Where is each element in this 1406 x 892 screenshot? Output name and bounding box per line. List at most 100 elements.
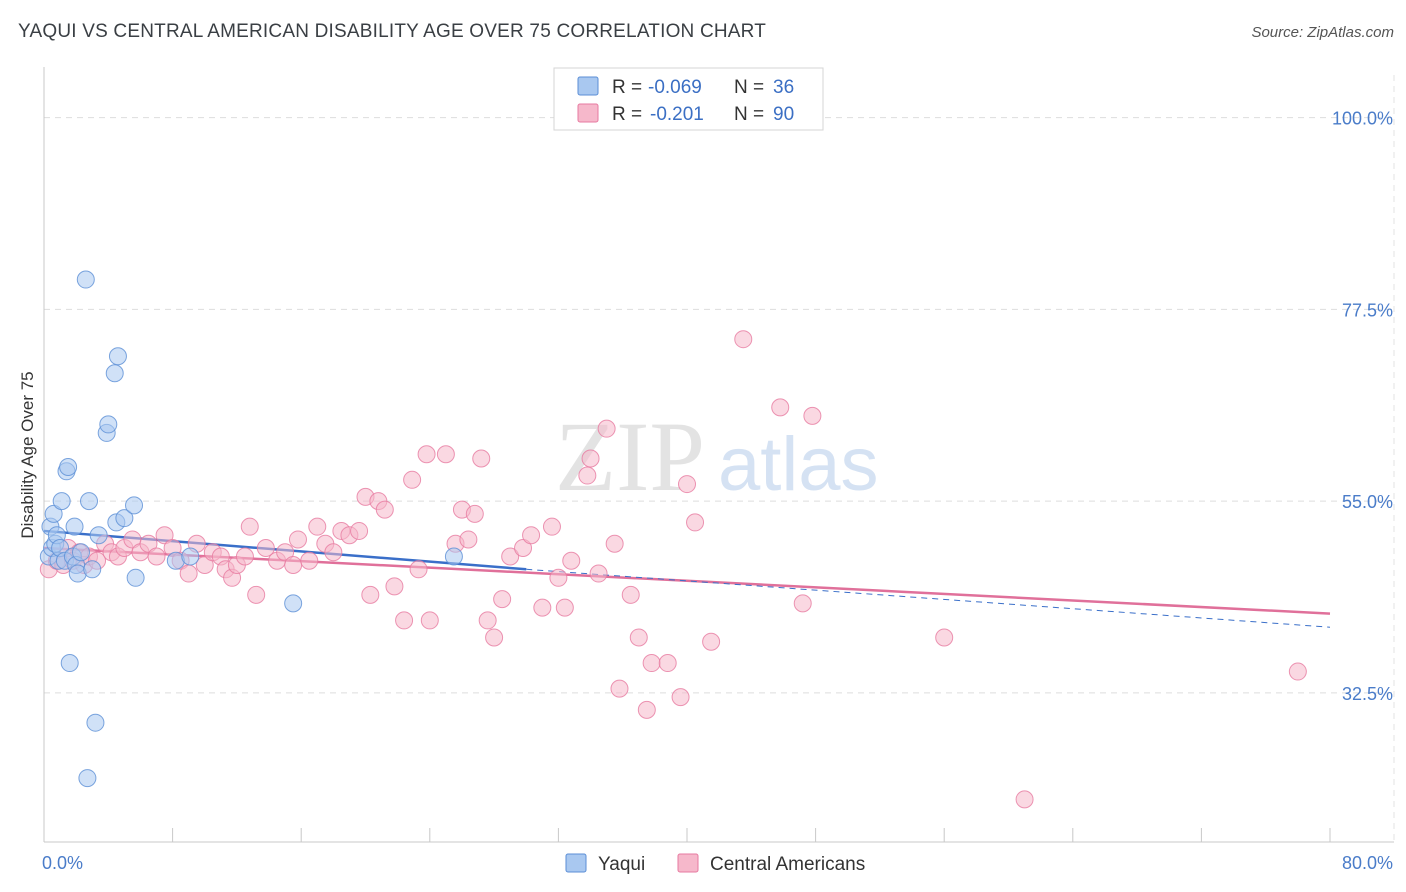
legend-r-label-yaqui: R =: [612, 77, 642, 98]
central-point: [493, 590, 512, 609]
central-point: [597, 419, 616, 438]
central-point: [671, 688, 690, 707]
central-point: [465, 504, 484, 523]
central-point: [549, 568, 568, 587]
yaqui-point: [80, 492, 99, 511]
central-point: [235, 547, 254, 566]
legend-r-value-yaqui: -0.069: [648, 77, 702, 98]
yaqui-point: [44, 504, 63, 523]
central-point: [256, 538, 275, 557]
central-point: [395, 611, 414, 630]
central-point: [562, 551, 581, 570]
central-point: [240, 517, 259, 536]
yaqui-point: [89, 526, 108, 545]
central-point: [621, 585, 640, 604]
central-point: [385, 577, 404, 596]
axes: [43, 67, 1395, 843]
central-point: [478, 611, 497, 630]
central-point: [284, 556, 303, 575]
central-point: [417, 445, 436, 464]
central-point: [522, 526, 541, 545]
trend-line-central: [43, 546, 1331, 615]
yaqui-point: [52, 492, 71, 511]
central-point: [409, 560, 428, 579]
legend-box: [553, 67, 824, 131]
central-point: [276, 543, 295, 562]
central-point: [472, 449, 491, 468]
central-point: [637, 700, 656, 719]
central-point: [514, 538, 533, 557]
data-points: [39, 270, 1307, 809]
yaqui-point: [126, 568, 145, 587]
central-point: [247, 585, 266, 604]
central-point: [436, 445, 455, 464]
legend-swatch-yaqui: [577, 76, 599, 96]
yaqui-point: [108, 347, 127, 366]
watermark: ZIP atlas: [555, 401, 879, 512]
central-point: [195, 556, 214, 575]
central-point: [403, 470, 422, 489]
yaqui-point: [60, 654, 79, 673]
yaqui-point: [125, 496, 144, 515]
central-point: [147, 547, 166, 566]
watermark-atlas: atlas: [718, 422, 879, 507]
source-credit: Source: ZipAtlas.com: [1251, 24, 1394, 41]
y-tick-label: 100.0%: [1332, 109, 1393, 129]
watermark-zip: ZIP: [555, 401, 705, 512]
central-point: [605, 534, 624, 553]
yaqui-point: [71, 543, 90, 562]
central-point: [578, 466, 597, 485]
tick-labels: 32.5% 55.0% 77.5% 100.0% 0.0% 80.0%: [42, 109, 1393, 873]
yaqui-point: [444, 547, 463, 566]
central-point: [803, 406, 822, 425]
yaqui-point: [181, 547, 200, 566]
legend-n-value-central: 90: [773, 104, 794, 125]
x-tick-label: 80.0%: [1342, 853, 1393, 873]
legend-n-label-yaqui: N =: [734, 77, 764, 98]
central-point: [139, 534, 158, 553]
yaqui-point: [105, 364, 124, 383]
legend-n-label-central: N =: [734, 104, 764, 125]
central-point: [629, 628, 648, 647]
central-point: [361, 585, 380, 604]
legend-r-value-central: -0.201: [650, 104, 704, 125]
central-point: [581, 449, 600, 468]
central-point: [678, 475, 696, 494]
central-point: [485, 628, 504, 647]
yaqui-point: [59, 458, 78, 477]
legend-swatch-central: [577, 103, 599, 123]
central-point: [533, 598, 552, 617]
yaqui-point: [86, 713, 105, 732]
central-point: [734, 330, 753, 349]
central-point: [308, 517, 327, 536]
trend-line-yaqui-extension: [526, 568, 1331, 628]
central-point: [324, 543, 343, 562]
central-point: [501, 547, 520, 566]
central-point: [155, 526, 174, 545]
central-point: [642, 654, 661, 673]
yaqui-point: [83, 560, 102, 579]
bottom-legend-label-central: Central Americans: [710, 854, 865, 875]
central-point: [420, 611, 439, 630]
central-point: [793, 594, 812, 613]
grid-lines: [44, 117, 1394, 694]
yaqui-point: [284, 594, 303, 613]
central-point: [935, 628, 954, 647]
bottom-legend: Yaqui Central Americans: [565, 853, 865, 875]
central-point: [1015, 790, 1034, 809]
yaqui-point: [76, 270, 95, 289]
central-point: [459, 530, 478, 549]
y-tick-label: 32.5%: [1342, 684, 1393, 704]
central-point: [610, 679, 629, 698]
chart-title: YAQUI VS CENTRAL AMERICAN DISABILITY AGE…: [18, 21, 767, 42]
central-point: [555, 598, 574, 617]
central-point: [350, 521, 369, 540]
yaqui-point: [99, 415, 118, 434]
central-point: [542, 517, 561, 536]
legend-r-label-central: R =: [612, 104, 642, 125]
yaqui-point: [65, 517, 84, 536]
y-tick-label: 77.5%: [1342, 300, 1393, 320]
yaqui-point: [115, 509, 134, 528]
bottom-legend-label-yaqui: Yaqui: [598, 854, 645, 875]
